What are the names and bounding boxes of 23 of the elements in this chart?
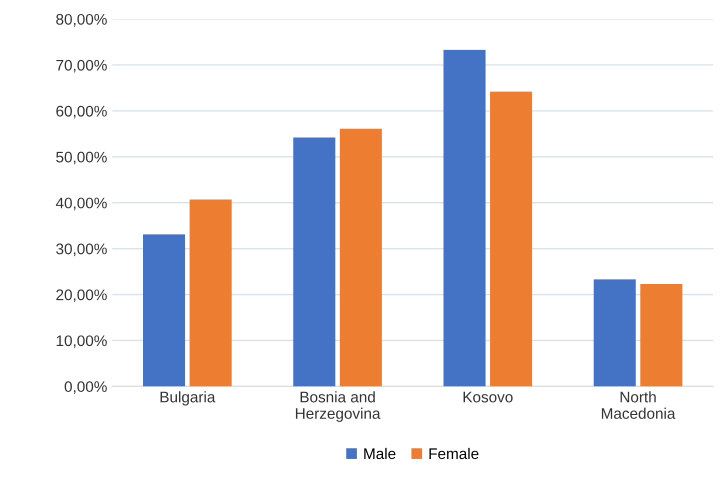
y-tick-label: 50,00%: [56, 152, 107, 164]
y-tick-label: 70,00%: [56, 60, 107, 72]
y-tick-label: 10,00%: [56, 335, 107, 348]
bar: [340, 128, 382, 386]
legend-label: Female: [429, 448, 478, 460]
bar: [190, 200, 232, 386]
bar: [293, 138, 336, 386]
y-tick-label: 40,00%: [56, 198, 107, 210]
x-tick-label: Bulgaria: [160, 391, 216, 406]
bar: [640, 284, 682, 386]
y-tick-label: 80,00%: [56, 14, 107, 27]
y-tick-label: 0,00%: [64, 381, 107, 394]
y-tick-label: 30,00%: [56, 244, 107, 256]
bar: [490, 92, 532, 386]
legend-label: Male: [364, 448, 396, 460]
y-tick-label: 60,00%: [56, 106, 107, 118]
x-tick-label: Bosnia and Herzegovina: [296, 391, 380, 422]
bar: [594, 279, 636, 386]
x-tick-label: North Macedonia: [602, 391, 676, 419]
x-tick-label: Kosovo: [464, 392, 513, 402]
bar: [143, 234, 186, 386]
bar: [443, 50, 486, 386]
y-tick-label: 20,00%: [56, 289, 107, 302]
